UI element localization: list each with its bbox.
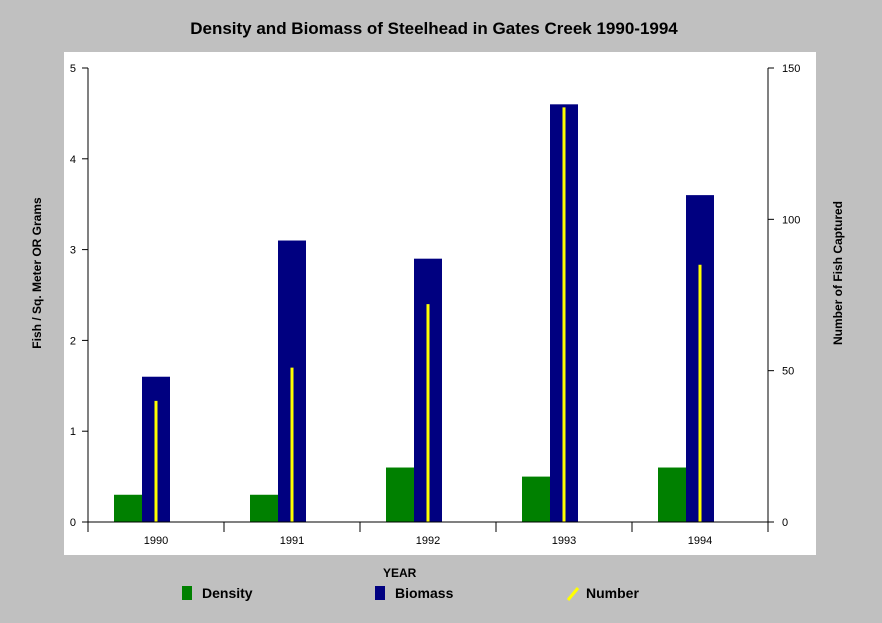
legend-item-biomass: Biomass [375, 584, 453, 602]
bar-density-1990 [114, 494, 142, 522]
right-tick-label-50: 50 [782, 366, 794, 378]
left-tick-label-2: 2 [70, 335, 76, 347]
x-tick-label-1992: 1992 [416, 535, 440, 547]
legend-label-number: Number [586, 585, 639, 601]
left-tick-label-0: 0 [70, 517, 76, 529]
left-tick-label-3: 3 [70, 245, 76, 257]
legend-item-density: Density [182, 584, 253, 602]
legend-swatch-biomass [375, 586, 385, 600]
bar-density-1991 [250, 494, 278, 522]
bar-density-1993 [522, 476, 550, 522]
chart-title: Density and Biomass of Steelhead in Gate… [190, 19, 678, 38]
right-tick-label-100: 100 [782, 214, 800, 226]
legend-swatch-density [182, 586, 192, 600]
bar-density-1992 [386, 467, 414, 522]
left-tick-label-1: 1 [70, 426, 76, 438]
right-axis-title: Number of Fish Captured [831, 201, 845, 345]
x-axis-title: YEAR [383, 566, 417, 580]
legend-item-number: Number [566, 584, 639, 602]
x-tick-label-1994: 1994 [688, 535, 712, 547]
right-tick-label-0: 0 [782, 517, 788, 529]
x-tick-label-1991: 1991 [280, 535, 304, 547]
legend-swatch-number [566, 587, 580, 601]
legend-label-density: Density [202, 585, 253, 601]
bar-density-1994 [658, 467, 686, 522]
right-tick-label-150: 150 [782, 63, 800, 75]
left-tick-label-5: 5 [70, 63, 76, 75]
legend-label-biomass: Biomass [395, 585, 454, 601]
left-tick-label-4: 4 [70, 154, 76, 166]
x-tick-label-1993: 1993 [552, 535, 576, 547]
x-tick-label-1990: 1990 [144, 535, 168, 547]
left-axis-title: Fish / Sq. Meter OR Grams [30, 197, 44, 349]
